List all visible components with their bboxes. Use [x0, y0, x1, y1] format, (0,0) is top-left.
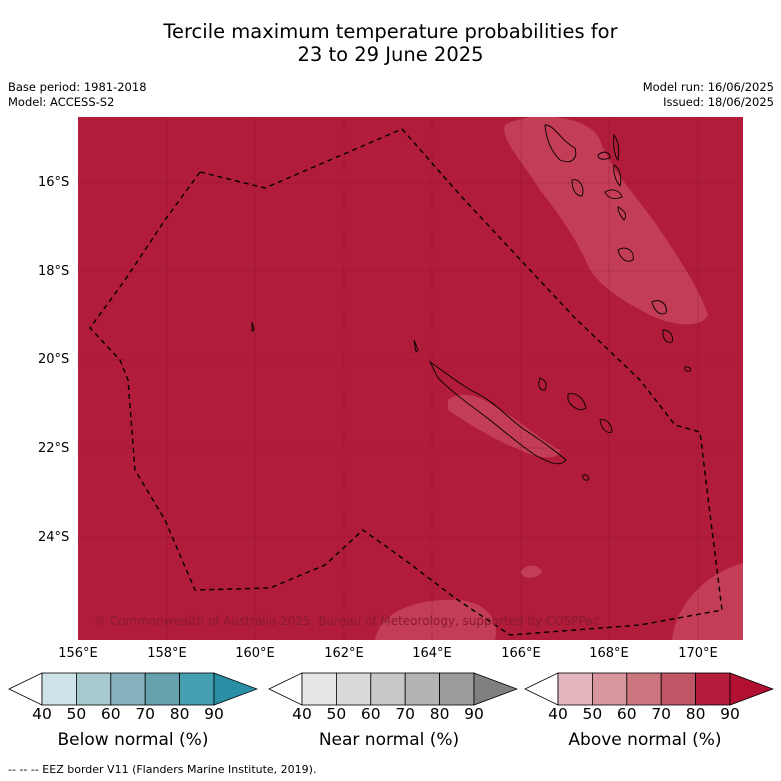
colorbar-extend-high: [213, 672, 258, 706]
lat-tick-22s: 22°S: [38, 441, 70, 456]
colorbar-extend-low: [268, 672, 303, 706]
vanuatu-efate: [617, 247, 634, 262]
colorbar-tick-label: 60: [100, 705, 121, 723]
lighter-region-vanuatu: [504, 117, 708, 325]
colorbar-segment: [336, 672, 372, 706]
small-isle-1: [251, 321, 255, 332]
lighter-region-small: [520, 565, 542, 578]
lon-tick-162e: 162°E: [324, 646, 364, 661]
colorbar-tick-label: 90: [204, 705, 224, 723]
colorbar-segment: [301, 672, 337, 706]
colorbar-tick-label: 80: [169, 705, 190, 723]
colorbar-segment: [557, 672, 593, 706]
colorbar-segment: [626, 672, 662, 706]
colorbar-label-near: Near normal (%): [318, 730, 460, 750]
lat-tick-20s: 20°S: [38, 352, 70, 367]
lon-tick-160e: 160°E: [235, 646, 275, 661]
copyright-notice: © Commonwealth of Australia 2025, Bureau…: [94, 614, 600, 628]
model-name: Model: ACCESS-S2: [8, 95, 115, 109]
vanuatu-6: [617, 206, 627, 221]
base-period: Base period: 1981-2018: [8, 80, 147, 94]
colorbar-tick-label: 70: [395, 705, 416, 723]
issued-date: Issued: 18/06/2025: [663, 95, 774, 109]
eez-legend-footer: -- -- -- EEZ border V11 (Flanders Marine…: [8, 763, 317, 776]
colorbar-extend-high: [473, 672, 518, 706]
colorbar-extend-high: [729, 672, 774, 706]
colorbar-segment: [41, 672, 77, 706]
lon-tick-166e: 166°E: [501, 646, 541, 661]
colorbar-above-normal: [524, 672, 774, 706]
vanuatu-3: [613, 133, 620, 162]
colorbar-extend-low: [524, 672, 559, 706]
lat-tick-16s: 16°S: [38, 175, 70, 190]
colorbar-below-normal: [8, 672, 258, 706]
meta-right: Model run: 16/06/2025 Issued: 18/06/2025: [643, 80, 774, 110]
lighter-region-south: [375, 599, 497, 640]
vanuatu-erromango: [651, 300, 667, 315]
colorbar-tick-label: 50: [66, 705, 87, 723]
colorbar-tick-label: 90: [720, 705, 740, 723]
meta-left: Base period: 1981-2018 Model: ACCESS-S2: [8, 80, 147, 110]
loyalty-island-2: [567, 393, 587, 411]
islands: [251, 124, 692, 481]
vanuatu-espiritu: [544, 124, 577, 163]
graticule: [78, 117, 743, 640]
colorbar-tick-label: 60: [616, 705, 637, 723]
colorbar-tick-label: 80: [429, 705, 450, 723]
colorbar-extend-low: [8, 672, 43, 706]
colorbar-segment: [404, 672, 440, 706]
lon-tick-156e: 156°E: [58, 646, 98, 661]
colorbar-tick-label: 40: [292, 705, 312, 723]
loyalty-island-1: [538, 377, 547, 391]
colorbar-near-normal: [268, 672, 518, 706]
colorbar-label-below: Below normal (%): [57, 730, 209, 750]
colorbar-tick-label: 40: [548, 705, 568, 723]
model-run: Model run: 16/06/2025: [642, 80, 774, 94]
lighter-region-newcal: [448, 394, 560, 458]
colorbar-tick-label: 90: [464, 705, 484, 723]
colorbar-segment: [660, 672, 696, 706]
colorbar-tick-label: 50: [326, 705, 347, 723]
colorbar-segment: [370, 672, 406, 706]
colorbar-segment: [179, 672, 215, 706]
colorbar-segment: [110, 672, 146, 706]
isle-of-pines: [582, 474, 590, 481]
lighter-region-east: [672, 563, 743, 640]
vanuatu-4: [613, 164, 622, 187]
colorbar-tick-label: 60: [360, 705, 381, 723]
small-isle-2: [413, 339, 419, 353]
lon-tick-170e: 170°E: [678, 646, 718, 661]
colorbar-tick-label: 70: [651, 705, 672, 723]
colorbar-segment: [592, 672, 628, 706]
colorbar-tick-label: 70: [135, 705, 156, 723]
new-caledonia: [428, 360, 567, 465]
vanuatu-aneityum: [684, 366, 692, 372]
vanuatu-tanna: [662, 329, 673, 343]
colorbar-segment: [144, 672, 180, 706]
loyalty-island-3: [599, 419, 613, 433]
lon-tick-158e: 158°E: [147, 646, 187, 661]
title-line-2: 23 to 29 June 2025: [297, 43, 484, 66]
colorbar-tick-label: 40: [32, 705, 52, 723]
title-line-1: Tercile maximum temperature probabilitie…: [163, 20, 618, 43]
lon-tick-168e: 168°E: [589, 646, 629, 661]
colorbar-label-above: Above normal (%): [568, 730, 722, 750]
lat-tick-18s: 18°S: [38, 264, 70, 279]
vanuatu-2: [597, 151, 611, 160]
map-background: [78, 117, 743, 640]
colorbar-tick-label: 50: [582, 705, 603, 723]
lat-tick-24s: 24°S: [38, 530, 70, 545]
vanuatu-malakula: [571, 179, 584, 197]
map-title: Tercile maximum temperature probabilitie…: [0, 20, 781, 66]
colorbar-segment: [695, 672, 731, 706]
colorbar-segment: [439, 672, 475, 706]
lon-tick-164e: 164°E: [412, 646, 452, 661]
colorbar-segment: [76, 672, 112, 706]
colorbar-tick-label: 80: [685, 705, 706, 723]
vanuatu-5: [604, 189, 623, 200]
